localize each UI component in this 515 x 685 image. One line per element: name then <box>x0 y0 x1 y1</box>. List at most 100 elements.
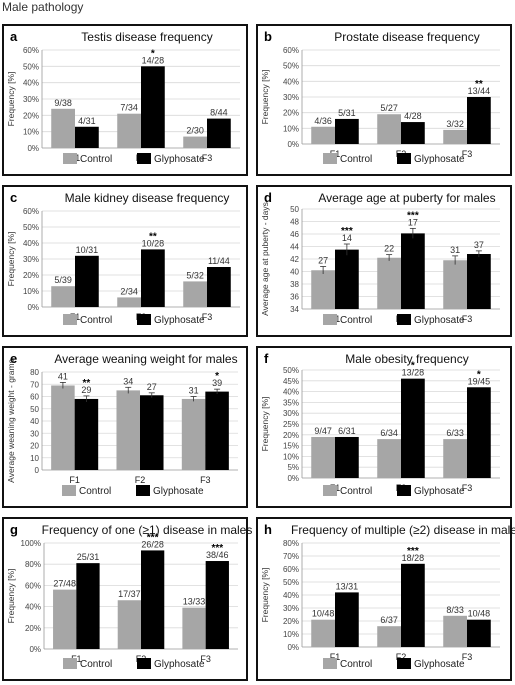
data-label: 37 <box>474 240 484 250</box>
panel-kidney-disease: c Male kidney disease frequency 0% 10% 20% 30… <box>2 185 248 337</box>
bar-glyphosate <box>75 255 99 307</box>
panel-letter: a <box>10 29 18 44</box>
data-label: 29 <box>81 385 91 395</box>
y-tick-label: 42 <box>290 255 299 264</box>
chart-title: Prostate disease frequency <box>334 30 479 44</box>
data-label: 5/39 <box>54 275 72 285</box>
y-tick-label: 50% <box>283 366 299 375</box>
legend-swatch-control <box>62 485 76 496</box>
x-category-label: F3 <box>462 652 473 662</box>
legend-swatch-control <box>323 153 337 164</box>
y-tick-label: 50% <box>23 223 39 232</box>
data-label: 13/44 <box>468 86 491 96</box>
y-tick-label: 20% <box>283 109 299 118</box>
legend-label-control: Control <box>340 154 372 165</box>
data-label: 14 <box>342 233 352 243</box>
y-tick-label: 0% <box>287 643 299 652</box>
legend-label-control: Control <box>340 659 372 670</box>
data-label: 10/28 <box>142 238 165 248</box>
legend-swatch-glyphosate <box>397 153 411 164</box>
data-label: 9/38 <box>54 98 72 108</box>
bar-control <box>117 297 141 307</box>
bar-glyphosate <box>140 395 164 470</box>
bar-glyphosate <box>74 398 99 470</box>
y-tick-label: 5% <box>287 463 299 472</box>
bar-glyphosate <box>141 249 165 307</box>
y-tick-label: 25% <box>283 420 299 429</box>
legend-label-control: Control <box>80 659 112 670</box>
legend-label-glyphosate: Glyphosate <box>154 659 205 670</box>
y-tick-label: 30% <box>283 93 299 102</box>
x-category-label: F1 <box>69 475 80 485</box>
y-tick-label: 40% <box>283 591 299 600</box>
y-tick-label: 20 <box>30 442 39 451</box>
data-label: 9/47 <box>314 426 332 436</box>
chart-svg: h Frequency of multiple (≥2) disease in m… <box>260 522 515 670</box>
y-tick-label: 30 <box>30 429 39 438</box>
bar-control <box>183 136 207 148</box>
data-label: 25/31 <box>77 552 100 562</box>
bar-control <box>51 385 75 470</box>
x-category-label: F1 <box>330 652 341 662</box>
y-tick-label: 10% <box>23 287 39 296</box>
bar-control <box>117 113 141 148</box>
x-category-label: F2 <box>135 475 146 485</box>
bar-glyphosate <box>141 66 165 148</box>
legend-label-glyphosate: Glyphosate <box>154 315 205 326</box>
y-tick-label: 30% <box>283 604 299 613</box>
data-label: 41 <box>58 371 68 381</box>
chart-svg: d Average age at puberty for males 34 36 38 4… <box>260 190 500 326</box>
data-label: 22 <box>384 244 394 254</box>
y-tick-label: 10 <box>30 454 39 463</box>
bar-glyphosate <box>401 378 425 478</box>
data-label: 27 <box>147 382 157 392</box>
legend-swatch-control <box>63 153 77 164</box>
y-tick-label: 10% <box>283 630 299 639</box>
bar-control <box>443 260 467 309</box>
significance-marker: * <box>411 361 415 372</box>
x-category-label: F3 <box>462 149 473 159</box>
bar-control <box>181 398 206 470</box>
legend-label-glyphosate: Glyphosate <box>153 486 204 497</box>
bar-control <box>377 114 401 144</box>
bar-glyphosate <box>335 249 359 309</box>
panel-weaning-weight: e Average weaning weight for males 0 10 20 30… <box>2 346 248 508</box>
y-tick-label: 100% <box>21 539 41 548</box>
y-tick-label: 40% <box>283 77 299 86</box>
bar-control <box>182 607 206 649</box>
bar-glyphosate <box>207 267 231 307</box>
x-category-label: F3 <box>462 314 473 324</box>
y-tick-label: 60% <box>283 46 299 55</box>
y-tick-label: 50% <box>283 578 299 587</box>
bar-glyphosate <box>467 97 491 144</box>
data-label: 34 <box>123 376 133 386</box>
bar-glyphosate <box>401 233 425 309</box>
legend-label-glyphosate: Glyphosate <box>414 486 465 497</box>
x-category-label: F3 <box>202 312 213 322</box>
data-label: 8/33 <box>446 605 464 615</box>
chart-svg: b Prostate disease frequency 0% 10% 20% 30% 40… <box>260 29 500 165</box>
legend-label-control: Control <box>340 315 372 326</box>
bar-control <box>311 270 335 309</box>
data-label: 5/27 <box>380 103 398 113</box>
bar-control <box>183 281 207 307</box>
legend-label-control: Control <box>340 486 372 497</box>
y-tick-label: 15% <box>283 442 299 451</box>
data-label: 31 <box>189 386 199 396</box>
data-label: 6/31 <box>338 426 356 436</box>
y-axis-label: Frequency [%] <box>260 70 270 125</box>
bar-control <box>311 619 335 647</box>
significance-marker: * <box>477 369 481 380</box>
y-tick-label: 0% <box>27 144 39 153</box>
legend-swatch-glyphosate <box>137 153 151 164</box>
significance-marker: * <box>151 48 155 59</box>
panel-letter: b <box>264 29 272 44</box>
page-title: Male pathology <box>2 0 84 14</box>
legend-label-glyphosate: Glyphosate <box>414 659 465 670</box>
bar-control <box>117 600 141 649</box>
bar-control <box>377 257 401 309</box>
significance-marker: *** <box>407 210 419 221</box>
significance-marker: *** <box>211 543 223 554</box>
bar-glyphosate <box>467 254 491 309</box>
chart-svg: f Male obesity frequency 0% 5% 10%15% 20% 25% 3… <box>260 351 500 497</box>
